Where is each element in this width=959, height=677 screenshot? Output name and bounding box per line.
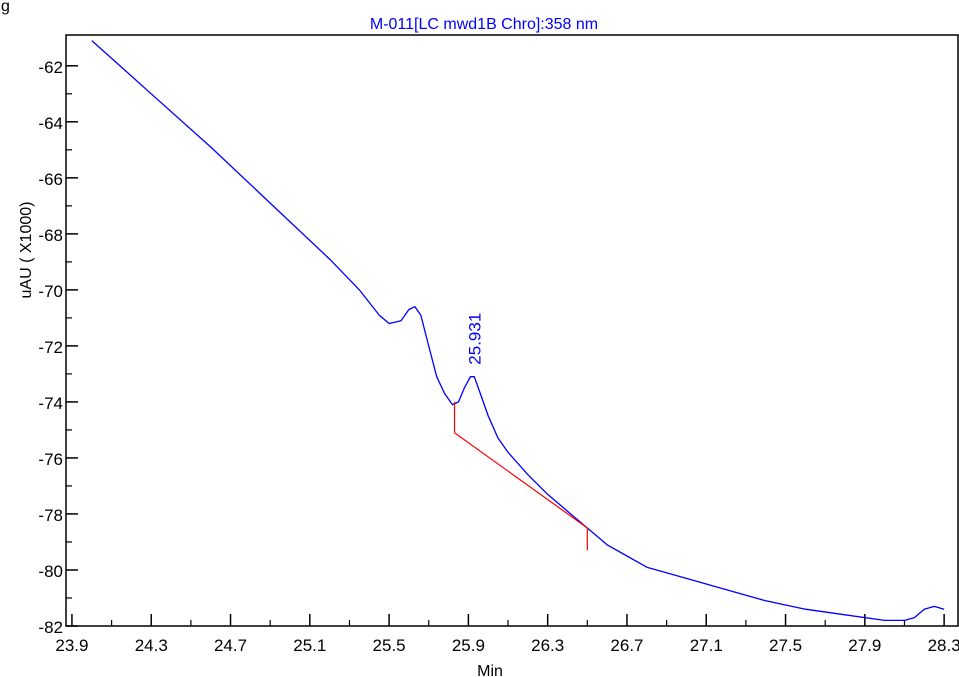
y-tick-label: -70 [38, 282, 63, 301]
y-tick-label: -62 [38, 58, 63, 77]
x-tick-label: 28.3 [928, 636, 959, 655]
y-tick-label: -66 [38, 170, 63, 189]
y-tick-label: -68 [38, 226, 63, 245]
cropped-header-text: g [1, 0, 10, 15]
chart-title: M-011[LC mwd1B Chro]:358 nm [370, 16, 598, 33]
y-tick-label: -78 [38, 506, 63, 525]
y-tick-label: -82 [38, 618, 63, 637]
chart-marks: 25.931 [91, 40, 945, 622]
y-tick-label: -72 [38, 338, 63, 357]
y-tick-label: -76 [38, 450, 63, 469]
x-tick-label: 25.5 [373, 636, 406, 655]
x-tick-label: 27.1 [690, 636, 723, 655]
x-tick-label: 26.3 [531, 636, 564, 655]
peak-retention-label: 25.931 [466, 313, 485, 365]
chromatogram-trace [91, 40, 945, 622]
y-tick-label: -80 [38, 562, 63, 581]
x-tick-label: 24.3 [135, 636, 168, 655]
x-tick-label: 27.9 [848, 636, 881, 655]
x-tick-label: 23.9 [55, 636, 88, 655]
y-tick-label: -74 [38, 394, 63, 413]
x-tick-label: 25.1 [293, 636, 326, 655]
x-tick-label: 24.7 [214, 636, 247, 655]
x-tick-label: 26.7 [610, 636, 643, 655]
peak-baseline [454, 432, 588, 529]
y-tick-label: -64 [38, 114, 63, 133]
x-tick-label: 27.5 [769, 636, 802, 655]
x-axis-label: Min [477, 663, 503, 677]
y-axis-label: uAU ( X1000) [18, 202, 35, 299]
axis-ticks: 23.9 24.3 24.7 25.1 25.5 25.9 26.3 26.7 27.1 27.5… [38, 58, 959, 655]
x-tick-label: 25.9 [452, 636, 485, 655]
plot-frame [65, 34, 959, 627]
